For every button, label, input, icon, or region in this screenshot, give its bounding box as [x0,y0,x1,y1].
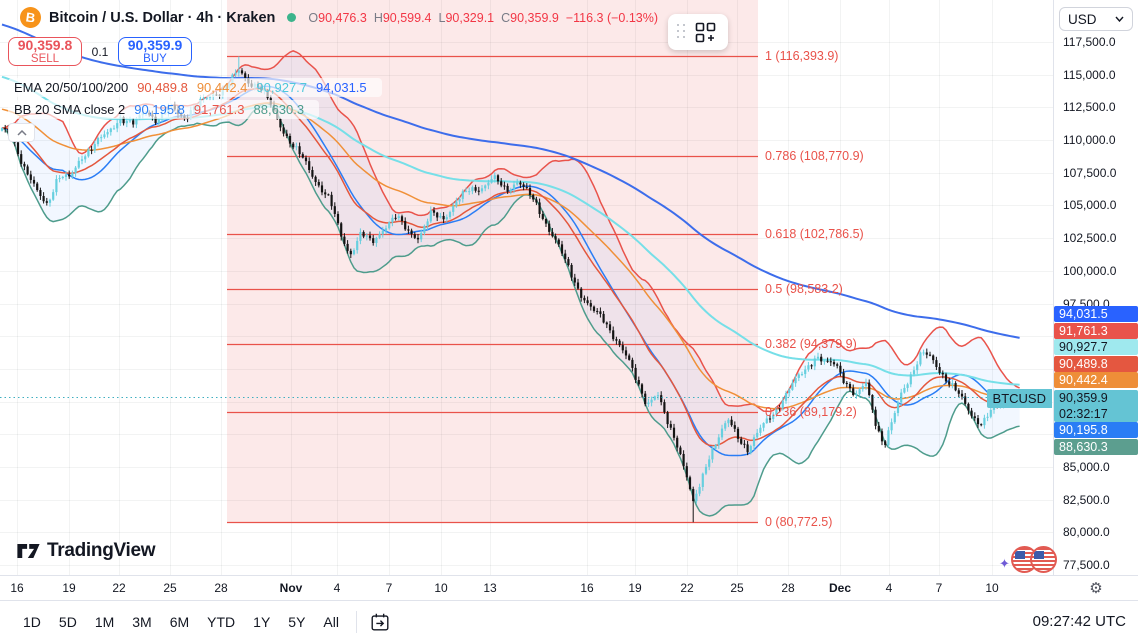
drag-handle-icon[interactable] [673,23,691,41]
clock-utc[interactable]: 09:27:42 UTC [1032,613,1126,630]
bb-values: 90,195.8 91,761.3 88,630.3 [134,102,313,117]
time-tick-label: 22 [680,581,694,595]
time-tick-label: 25 [163,581,177,595]
time-tick-label: 4 [333,581,341,595]
go-to-date-icon[interactable] [365,609,395,635]
price-tick-label: 85,000.0 [1063,459,1110,474]
time-tick-label: 25 [730,581,744,595]
indicator-price-chip: 90,195.8 [1054,422,1138,438]
legend-collapse-button[interactable] [8,123,35,142]
trade-panel: 90,359.8 SELL 0.1 90,359.9 BUY [8,37,192,66]
range-button-3m[interactable]: 3M [123,609,160,635]
bb-indicator-legend[interactable]: BB 20 SMA close 2 90,195.8 91,761.3 88,630… [8,100,320,119]
symbol-legend-row[interactable]: B Bitcoin / U.S. Dollar · 4h · Kraken O9… [18,5,659,30]
symbol-title[interactable]: Bitcoin / U.S. Dollar · 4h · Kraken [49,9,276,26]
chevron-down-icon [1115,16,1124,22]
time-tick-label: 19 [628,581,642,595]
range-button-1y[interactable]: 1Y [244,609,279,635]
bottom-toolbar: 1D 5D 1M 3M 6M YTD 1Y 5Y All 09:27:42 UTC [0,600,1138,642]
bitcoin-icon: B [18,5,43,30]
range-button-1d[interactable]: 1D [14,609,50,635]
tradingview-logo-icon [17,544,40,558]
price-tick-label: 117,500.0 [1063,35,1116,49]
gear-icon[interactable]: ⚙ [1084,577,1108,599]
ema-values: 90,489.8 90,442.4 90,927.7 94,031.5 [137,80,375,95]
time-tick-label: 16 [580,581,594,595]
current-price-chip: 90,359.9 02:32:17 [1054,390,1138,422]
ema-indicator-legend[interactable]: EMA 20/50/100/200 90,489.8 90,442.4 90,927… [8,78,382,97]
time-tick-label: 13 [483,581,497,595]
time-tick-label: 7 [935,581,943,595]
indicator-value: 90,489.8 [137,80,188,95]
price-axis[interactable]: USD 117,500.0 115,000.0 112,500.0 110,000.0… [1053,0,1138,600]
spread-value: 0.1 [91,44,109,59]
floating-mini-toolbar [668,14,728,50]
tradingview-logo-text: TradingView [47,540,156,561]
price-tick-label: 100,000.0 [1063,263,1117,278]
time-axis[interactable]: 16 19 22 25 28 Nov 4 7 10 13 16 19 22 25 28 Dec 4 7 10 ⚙ [0,575,1138,601]
indicator-price-chip: 90,489.8 [1054,356,1138,372]
time-tick-label: 28 [214,581,228,595]
indicator-value: 88,630.3 [253,102,305,117]
indicator-price-chip: 90,442.4 [1054,372,1138,388]
time-tick-label: 28 [781,581,795,595]
range-button-6m[interactable]: 6M [161,609,198,635]
price-tick-label: 105,000.0 [1063,198,1117,213]
price-tick-label: 115,000.0 [1063,67,1116,82]
range-button-5d[interactable]: 5D [50,609,86,635]
us-flag-icon [1030,546,1057,573]
price-line-symbol-tag: BTCUSD [986,389,1052,408]
indicator-price-chip: 94,031.5 [1054,306,1138,322]
currency-dropdown[interactable]: USD [1059,7,1133,31]
price-tick-label: 82,500.0 [1063,492,1110,507]
layout-add-icon[interactable] [695,22,716,43]
time-tick-label: 7 [385,581,393,595]
date-range-buttons: 1D 5D 1M 3M 6M YTD 1Y 5Y All [14,609,348,635]
range-button-1m[interactable]: 1M [86,609,123,635]
indicator-value: 94,031.5 [316,80,367,95]
sparkle-icon: ✦ [999,556,1010,571]
indicator-price-chip: 91,761.3 [1054,323,1138,339]
range-button-all[interactable]: All [314,609,348,635]
chart-area[interactable]: 1 (116,393.9) 0.786 (108,770.9) 0.618 (102… [0,0,1057,575]
price-tick-label: 102,500.0 [1063,231,1117,246]
price-change: −116.3 (−0.13%) [565,10,659,25]
time-tick-label: 22 [112,581,126,595]
bar-countdown: 02:32:17 [1059,407,1108,421]
tradingview-logo[interactable]: TradingView [16,539,156,563]
time-tick-label: 10 [434,581,448,595]
indicator-price-chip: 90,927.7 [1054,339,1138,355]
price-tick-label: 80,000.0 [1063,525,1110,540]
indicator-value: 90,927.7 [256,80,308,95]
market-status-dot-icon[interactable] [287,13,297,22]
price-tick-label: 112,500.0 [1063,100,1116,115]
indicator-value: 90,195.8 [134,102,185,117]
range-button-5y[interactable]: 5Y [279,609,314,635]
indicator-price-chip: 88,630.3 [1054,439,1138,455]
price-tick-label: 110,000.0 [1063,133,1116,148]
indicator-value: 91,761.3 [193,102,245,117]
time-tick-label: 4 [885,581,893,595]
toolbar-divider [355,610,357,633]
time-tick-label: Nov [279,581,303,595]
indicator-value: 90,442.4 [196,80,248,95]
time-tick-label: Dec [828,581,852,595]
time-tick-label: 10 [985,581,999,595]
time-tick-label: 16 [10,581,24,595]
ohlc-values: O90,476.3 H90,599.4 L90,329.1 C90,359.9 … [308,10,659,25]
time-tick-label: 19 [62,581,76,595]
sell-button[interactable]: 90,359.8 SELL [8,37,82,66]
range-button-ytd[interactable]: YTD [198,609,244,635]
chevron-up-icon [16,129,27,136]
price-tick-label: 77,500.0 [1063,558,1110,572]
price-tick-label: 107,500.0 [1063,165,1117,180]
buy-button[interactable]: 90,359.9 BUY [118,37,192,66]
